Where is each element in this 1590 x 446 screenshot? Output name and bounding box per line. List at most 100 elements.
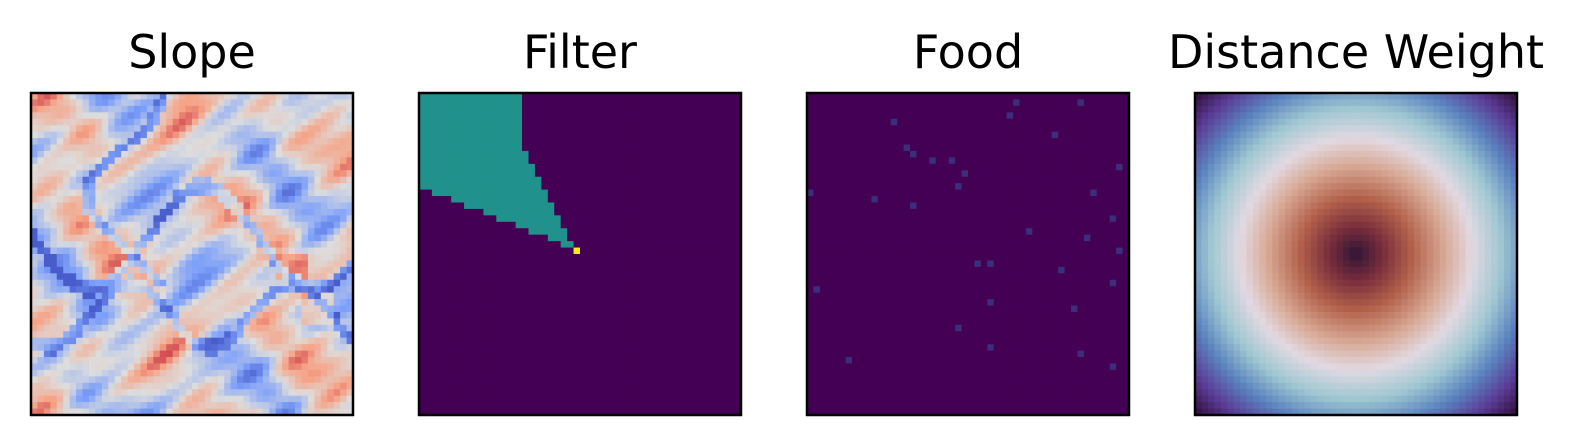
- filter-cell: [483, 208, 491, 216]
- filter-cell: [650, 344, 658, 352]
- filter-cell: [560, 299, 568, 307]
- filter-cell: [464, 311, 472, 319]
- filter-cell: [457, 350, 465, 358]
- slope-cell: [198, 350, 206, 358]
- filter-cell: [425, 266, 433, 274]
- slope-cell: [82, 299, 90, 307]
- slope-cell: [327, 389, 335, 397]
- slope-cell: [159, 208, 167, 216]
- filter-cell: [657, 324, 665, 332]
- filter-cell: [522, 344, 530, 352]
- filter-cell: [644, 254, 652, 262]
- slope-cell: [275, 208, 283, 216]
- filter-cell: [599, 157, 607, 165]
- filter-cell: [528, 144, 536, 152]
- slope-cell: [108, 247, 116, 255]
- slope-cell: [217, 331, 225, 339]
- filter-cell: [702, 305, 710, 313]
- slope-cell: [346, 144, 354, 152]
- filter-cell: [573, 150, 581, 158]
- slope-cell: [101, 170, 109, 178]
- filter-cell: [702, 254, 710, 262]
- filter-cell: [580, 318, 588, 326]
- filter-cell: [625, 254, 633, 262]
- filter-cell: [618, 350, 626, 358]
- filter-cell: [631, 299, 639, 307]
- filter-cell: [605, 228, 613, 236]
- filter-cell: [534, 389, 542, 397]
- filter-cell: [670, 402, 678, 410]
- slope-cell: [282, 202, 290, 210]
- filter-cell: [431, 221, 439, 229]
- filter-cell: [554, 196, 562, 204]
- filter-cell: [457, 105, 465, 113]
- filter-cell: [637, 189, 645, 197]
- slope-cell: [320, 357, 328, 365]
- filter-cell: [728, 382, 736, 390]
- filter-cell: [715, 376, 723, 384]
- filter-cell: [657, 247, 665, 255]
- filter-cell: [625, 234, 633, 242]
- filter-cell: [509, 241, 517, 249]
- filter-cell: [483, 408, 491, 416]
- filter-cell: [541, 260, 549, 268]
- slope-cell: [275, 202, 283, 210]
- slope-cell: [127, 273, 135, 281]
- slope-cell: [63, 369, 71, 377]
- filter-cell: [592, 118, 600, 126]
- slope-cell: [333, 382, 341, 390]
- filter-cell: [637, 163, 645, 171]
- slope-cell: [153, 131, 161, 139]
- filter-cell: [547, 112, 555, 120]
- slope-cell: [159, 163, 167, 171]
- filter-cell: [631, 234, 639, 242]
- filter-cell: [728, 299, 736, 307]
- filter-cell: [592, 382, 600, 390]
- filter-cell: [541, 254, 549, 262]
- slope-cell: [95, 234, 103, 242]
- slope-cell: [295, 260, 303, 268]
- slope-cell: [249, 150, 257, 158]
- filter-cell: [734, 221, 742, 229]
- slope-cell: [95, 189, 103, 197]
- slope-cell: [320, 311, 328, 319]
- slope-cell: [224, 286, 232, 294]
- filter-cell: [618, 157, 626, 165]
- slope-cell: [140, 389, 148, 397]
- filter-cell: [438, 202, 446, 210]
- filter-cell: [683, 125, 691, 133]
- slope-cell: [192, 221, 200, 229]
- slope-cell: [37, 228, 45, 236]
- filter-cell: [605, 163, 613, 171]
- slope-cell: [37, 402, 45, 410]
- filter-cell: [657, 241, 665, 249]
- filter-cell: [541, 208, 549, 216]
- slope-cell: [327, 299, 335, 307]
- slope-cell: [82, 389, 90, 397]
- slope-cell: [320, 376, 328, 384]
- slope-cell: [217, 382, 225, 390]
- slope-cell: [121, 189, 129, 197]
- filter-cell: [625, 299, 633, 307]
- filter-cell: [528, 202, 536, 210]
- filter-cell: [522, 408, 530, 416]
- slope-cell: [31, 266, 39, 274]
- filter-cell: [573, 112, 581, 120]
- slope-cell: [56, 228, 64, 236]
- slope-cell: [69, 241, 77, 249]
- slope-cell: [211, 176, 219, 184]
- filter-cell: [457, 215, 465, 223]
- slope-cell: [249, 247, 257, 255]
- filter-cell: [728, 125, 736, 133]
- filter-cell: [670, 163, 678, 171]
- filter-cell: [689, 157, 697, 165]
- filter-cell: [489, 189, 497, 197]
- slope-cell: [95, 331, 103, 339]
- filter-cell: [483, 350, 491, 358]
- slope-cell: [192, 318, 200, 326]
- slope-cell: [192, 402, 200, 410]
- slope-cell: [140, 286, 148, 294]
- filter-cell: [483, 93, 491, 101]
- filter-cell: [431, 376, 439, 384]
- slope-cell: [179, 157, 187, 165]
